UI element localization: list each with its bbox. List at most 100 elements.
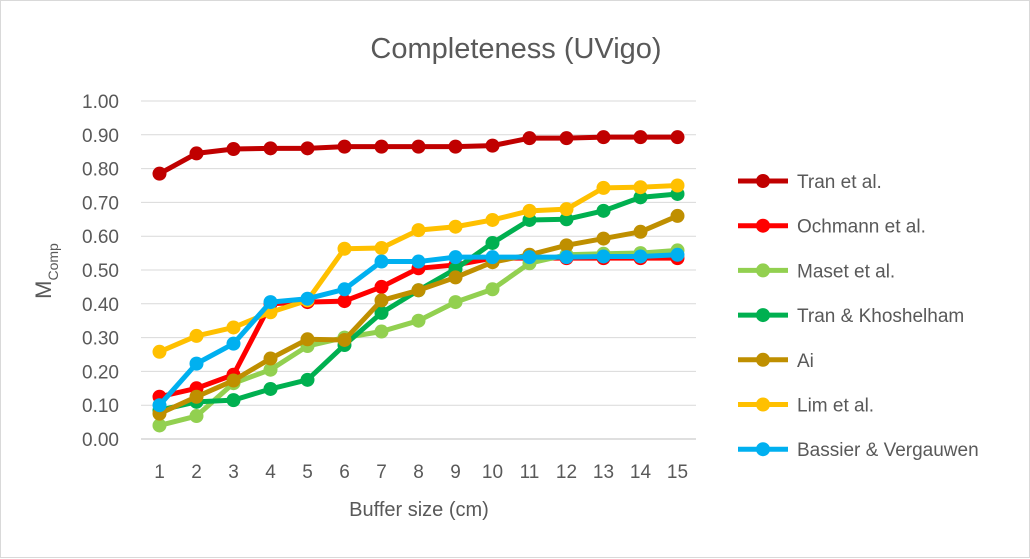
y-axis-label: MComp <box>31 243 61 299</box>
data-point <box>374 293 389 308</box>
x-tick-label: 8 <box>413 462 424 483</box>
data-point <box>337 332 352 347</box>
series-bassier-vergauwen <box>152 247 685 413</box>
legend-label: Tran et al. <box>797 172 882 193</box>
legend-marker <box>756 397 770 412</box>
data-point <box>263 351 278 366</box>
data-point <box>300 141 315 156</box>
x-tick-label: 4 <box>265 462 276 483</box>
data-point <box>411 254 426 269</box>
series-lim-et-al <box>152 178 685 359</box>
y-axis-tick-labels: 0.00 0.10 0.20 0.30 0.40 0.50 0.60 0.70 0.80 0.90… <box>82 92 119 451</box>
x-tick-label: 5 <box>302 462 313 483</box>
legend-marker <box>756 352 770 367</box>
data-point <box>670 247 685 262</box>
y-tick-label: 0.00 <box>82 430 119 451</box>
y-tick-label: 0.40 <box>82 295 119 316</box>
data-point <box>226 320 241 335</box>
legend-item: Ochmann et al. <box>738 217 926 238</box>
y-axis-label-main: M <box>31 281 56 299</box>
data-point <box>633 180 648 195</box>
legend-marker <box>756 308 770 323</box>
data-point <box>189 356 204 371</box>
legend-item: Bassier & Vergauwen <box>738 440 979 461</box>
data-point <box>596 180 611 195</box>
data-point <box>559 202 574 217</box>
data-point <box>263 295 278 310</box>
data-point <box>633 190 648 205</box>
y-tick-label: 0.10 <box>82 396 119 417</box>
y-tick-label: 0.30 <box>82 329 119 350</box>
data-point <box>337 294 352 309</box>
legend-label: Bassier & Vergauwen <box>797 440 979 461</box>
data-point <box>152 344 167 359</box>
data-point <box>448 250 463 265</box>
data-point <box>559 212 574 227</box>
data-point <box>485 138 500 153</box>
data-point <box>374 324 389 339</box>
data-point <box>559 250 574 265</box>
data-point <box>448 270 463 285</box>
data-point <box>559 238 574 253</box>
data-point <box>448 295 463 310</box>
x-tick-label: 11 <box>520 462 540 483</box>
legend-label: Maset et al. <box>797 261 895 282</box>
y-axis-label-subscript: Comp <box>45 243 61 281</box>
data-point <box>189 328 204 343</box>
data-point <box>485 212 500 227</box>
legend-marker <box>756 174 770 188</box>
data-point <box>448 139 463 154</box>
legend-label: Tran & Khoshelham <box>797 306 964 327</box>
x-axis-tick-labels: 1 2 3 4 5 6 7 8 9 10 11 12 13 14 15 <box>154 462 688 483</box>
data-point <box>152 418 167 433</box>
x-tick-label: 10 <box>482 462 503 483</box>
data-point <box>300 372 315 387</box>
x-axis-label: Buffer size (cm) <box>349 499 489 521</box>
data-point <box>596 231 611 246</box>
data-point <box>374 305 389 320</box>
data-point <box>226 393 241 408</box>
data-point <box>300 332 315 347</box>
data-point <box>337 241 352 256</box>
x-tick-label: 12 <box>556 462 577 483</box>
data-point <box>559 131 574 146</box>
series-lines <box>152 130 685 433</box>
data-point <box>337 282 352 297</box>
data-point <box>411 139 426 154</box>
legend-label: Lim et al. <box>797 396 874 417</box>
x-tick-label: 2 <box>191 462 202 483</box>
data-point <box>263 362 278 377</box>
x-tick-label: 14 <box>630 462 652 483</box>
data-point <box>485 282 500 297</box>
data-point <box>152 166 167 181</box>
legend-marker <box>756 263 770 278</box>
chart-title: Completeness (UVigo) <box>370 33 661 65</box>
legend-label: Ai <box>797 351 814 372</box>
data-point <box>152 398 167 413</box>
y-tick-label: 0.20 <box>82 362 119 383</box>
data-point <box>300 291 315 306</box>
legend: Tran et al. Ochmann et al. Maset et al. Tra… <box>738 172 979 461</box>
data-point <box>263 381 278 396</box>
y-tick-label: 0.90 <box>82 126 119 147</box>
data-point <box>522 203 537 218</box>
x-tick-label: 7 <box>376 462 387 483</box>
legend-label: Ochmann et al. <box>797 217 926 238</box>
legend-marker <box>756 442 770 457</box>
data-point <box>226 141 241 156</box>
data-point <box>411 313 426 328</box>
data-point <box>263 141 278 156</box>
x-tick-label: 6 <box>339 462 350 483</box>
data-point <box>189 146 204 161</box>
data-point <box>448 219 463 234</box>
data-point <box>596 203 611 218</box>
y-tick-label: 0.60 <box>82 227 119 248</box>
data-point <box>374 254 389 269</box>
y-tick-label: 0.80 <box>82 160 119 181</box>
legend-item: Lim et al. <box>738 396 874 417</box>
data-point <box>670 208 685 223</box>
data-point <box>189 409 204 424</box>
y-tick-label: 0.50 <box>82 261 119 282</box>
